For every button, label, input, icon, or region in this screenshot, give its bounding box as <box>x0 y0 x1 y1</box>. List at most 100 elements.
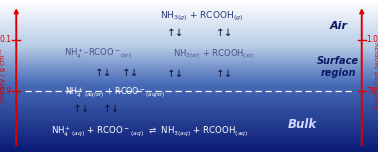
Text: NH$_4^+$$_{(aq)}$ + RCOO$^-$$_{(aq)}$  ⇌  NH$_{3(aq)}$ + RCOOH$_{(aq)}$: NH$_4^+$$_{(aq)}$ + RCOO$^-$$_{(aq)}$ ⇌ … <box>51 125 248 138</box>
Bar <box>0 7 378 8</box>
Bar <box>0 91 378 92</box>
Bar <box>0 49 378 50</box>
Bar <box>0 97 378 98</box>
Bar <box>0 93 378 94</box>
Bar <box>0 81 378 82</box>
Bar <box>0 24 378 25</box>
Bar <box>0 102 378 103</box>
Bar <box>0 143 378 144</box>
Bar <box>0 128 378 129</box>
Bar <box>0 138 378 139</box>
Bar <box>0 34 378 35</box>
Text: Bulk: Bulk <box>288 118 317 131</box>
Bar <box>0 51 378 52</box>
Bar <box>0 35 378 36</box>
Bar <box>0 110 378 111</box>
Bar <box>0 100 378 101</box>
Bar <box>0 31 378 32</box>
Bar <box>0 30 378 31</box>
Bar <box>0 16 378 17</box>
Bar <box>0 15 378 16</box>
Bar <box>0 129 378 130</box>
Bar <box>0 59 378 60</box>
Text: ↑↓: ↑↓ <box>73 104 90 114</box>
Bar <box>0 43 378 44</box>
Bar <box>0 140 378 141</box>
Bar <box>0 5 378 6</box>
Bar <box>0 149 378 150</box>
Bar <box>0 18 378 19</box>
Text: 78: 78 <box>367 87 376 96</box>
Bar <box>0 105 378 106</box>
Bar <box>0 26 378 27</box>
Text: 0.9: 0.9 <box>0 87 11 96</box>
Bar <box>0 69 378 70</box>
Bar <box>0 4 378 5</box>
Bar <box>0 134 378 135</box>
Bar <box>0 77 378 78</box>
Text: Air: Air <box>329 21 347 31</box>
Bar <box>0 123 378 124</box>
Bar <box>0 76 378 77</box>
Bar <box>0 114 378 115</box>
Bar <box>0 95 378 96</box>
Text: 0.1: 0.1 <box>0 35 11 44</box>
Bar <box>0 2 378 3</box>
Bar <box>0 119 378 120</box>
Bar <box>0 87 378 88</box>
Bar <box>0 88 378 89</box>
Bar <box>0 125 378 126</box>
Bar <box>0 28 378 29</box>
Bar <box>0 99 378 100</box>
Bar <box>0 39 378 40</box>
Bar <box>0 107 378 108</box>
Bar <box>0 132 378 133</box>
Bar <box>0 78 378 79</box>
Bar <box>0 50 378 51</box>
Bar <box>0 121 378 122</box>
Bar <box>0 70 378 71</box>
Bar <box>0 104 378 105</box>
Bar <box>0 101 378 102</box>
Bar <box>0 20 378 21</box>
Bar <box>0 68 378 69</box>
Bar <box>0 136 378 137</box>
Bar <box>0 8 378 9</box>
Bar <box>0 74 378 75</box>
Bar <box>0 45 378 46</box>
Bar <box>0 48 378 49</box>
Bar <box>0 98 378 99</box>
Bar <box>0 62 378 63</box>
Bar <box>0 146 378 147</box>
Bar <box>0 122 378 123</box>
Bar <box>0 80 378 81</box>
Text: ↑↓: ↑↓ <box>103 104 120 114</box>
Bar <box>0 94 378 95</box>
Bar <box>0 130 378 131</box>
Bar <box>0 79 378 80</box>
Text: ↑↓: ↑↓ <box>216 69 234 79</box>
Text: ↑↓: ↑↓ <box>167 69 184 79</box>
Bar <box>0 13 378 14</box>
Bar <box>0 40 378 41</box>
Bar <box>0 111 378 112</box>
Bar <box>0 61 378 62</box>
Bar <box>0 116 378 117</box>
Bar <box>0 32 378 33</box>
Text: 1.006: 1.006 <box>367 35 378 44</box>
Bar <box>0 64 378 65</box>
Bar <box>0 12 378 13</box>
Bar <box>0 85 378 86</box>
Bar <box>0 144 378 145</box>
Bar <box>0 17 378 18</box>
Bar <box>0 96 378 97</box>
Bar <box>0 137 378 138</box>
Bar <box>0 63 378 64</box>
Bar <box>0 127 378 128</box>
Bar <box>0 41 378 42</box>
Bar <box>0 135 378 136</box>
Bar <box>0 131 378 132</box>
Bar <box>0 60 378 61</box>
Bar <box>0 56 378 57</box>
Bar <box>0 118 378 119</box>
